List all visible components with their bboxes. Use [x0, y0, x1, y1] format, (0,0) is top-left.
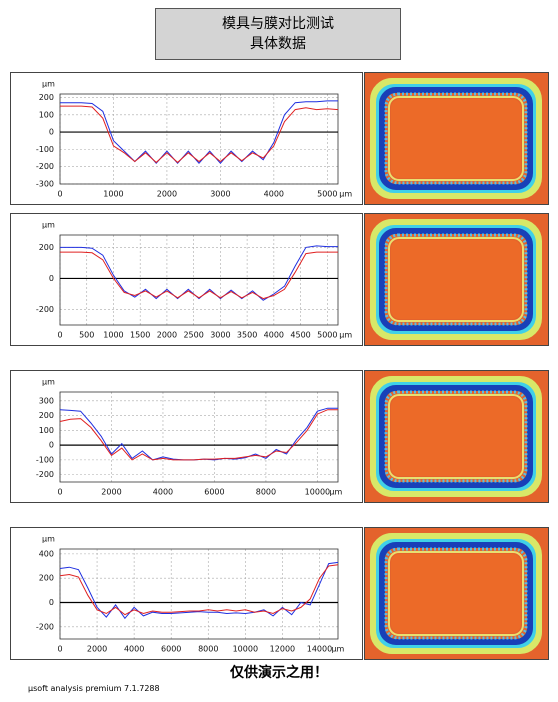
profile-line [60, 251, 338, 300]
x-tick-label: 5000 [317, 331, 337, 340]
x-tick-label: 0 [57, 645, 62, 654]
image-frame [364, 213, 549, 346]
x-tick-label: 2000 [157, 190, 177, 199]
x-unit: µm [339, 190, 352, 199]
chart-frame [10, 370, 363, 503]
x-tick-label: 1500 [130, 331, 150, 340]
plot-frame [59, 234, 339, 326]
y-tick-label: 300 [39, 396, 54, 405]
x-tick-label: 3000 [210, 190, 230, 199]
profile-line [59, 564, 339, 616]
x-tick-label: 0 [57, 488, 62, 497]
x-unit: µm [329, 488, 342, 497]
image-frame [364, 370, 549, 503]
profile-line [60, 245, 338, 301]
x-tick-label: 12000 [270, 645, 295, 654]
chart-frame [10, 213, 363, 346]
chart-frame [10, 72, 363, 205]
y-unit: µm [42, 378, 55, 387]
x-tick-label: 2000 [87, 645, 107, 654]
plot-frame [59, 391, 339, 483]
x-tick-label: 4000 [264, 331, 284, 340]
subtitle: 具体数据 [250, 36, 306, 52]
x-tick-label: 14000 [307, 645, 332, 654]
x-tick-label: 2000 [101, 488, 121, 497]
y-tick-label: 0 [49, 441, 54, 450]
y-tick-label: -200 [36, 162, 54, 171]
y-tick-label: 0 [49, 274, 54, 283]
x-tick-label: 8000 [198, 645, 218, 654]
plot-frame [59, 548, 339, 640]
version: µsoft analysis premium 7.1.7288 [28, 684, 160, 693]
x-tick-label: 500 [79, 331, 94, 340]
y-tick-label: 0 [49, 598, 54, 607]
y-unit: µm [42, 535, 55, 544]
y-tick-label: -100 [36, 455, 54, 464]
x-tick-label: 4000 [264, 190, 284, 199]
watermark: 仅供演示之用！ [230, 665, 328, 681]
profile-line [60, 100, 338, 164]
chart-frame [10, 527, 363, 660]
x-tick-label: 3500 [237, 331, 257, 340]
x-tick-label: 0 [57, 331, 62, 340]
x-tick-label: 6000 [204, 488, 224, 497]
y-tick-label: 200 [39, 411, 54, 420]
x-tick-label: 6000 [161, 645, 181, 654]
x-tick-label: 2500 [183, 331, 203, 340]
y-tick-label: 100 [39, 110, 54, 119]
x-unit: µm [339, 331, 352, 340]
x-tick-label: 0 [57, 190, 62, 199]
height-map [364, 72, 548, 205]
y-tick-label: -200 [36, 622, 54, 631]
y-tick-label: 400 [39, 549, 54, 558]
y-tick-label: -300 [36, 180, 54, 189]
x-tick-label: 4000 [153, 488, 173, 497]
y-unit: µm [42, 221, 55, 230]
y-tick-label: 0 [49, 128, 54, 137]
x-tick-label: 4000 [124, 645, 144, 654]
y-tick-label: 100 [39, 426, 54, 435]
x-tick-label: 2000 [157, 331, 177, 340]
y-tick-label: 200 [39, 93, 54, 102]
title: 模具与膜对比测试 [222, 16, 334, 32]
title-box: 模具与膜对比测试 具体数据 [155, 8, 401, 60]
profile-line [59, 561, 339, 620]
y-tick-label: -100 [36, 145, 54, 154]
image-frame [364, 72, 549, 205]
y-tick-label: 200 [39, 243, 54, 252]
x-tick-label: 1000 [103, 331, 123, 340]
profile-line [59, 409, 338, 461]
y-unit: µm [42, 80, 55, 89]
plot-frame [59, 93, 339, 185]
x-tick-label: 1000 [103, 190, 123, 199]
image-frame [364, 527, 549, 660]
height-map [364, 370, 548, 503]
height-map [364, 527, 548, 660]
x-tick-label: 3000 [210, 331, 230, 340]
x-tick-label: 10000 [305, 488, 330, 497]
x-unit: µm [331, 645, 344, 654]
x-tick-label: 10000 [233, 645, 258, 654]
x-tick-label: 8000 [256, 488, 276, 497]
y-tick-label: -200 [36, 305, 54, 314]
profile-line [60, 105, 339, 164]
x-tick-label: 4500 [290, 331, 310, 340]
y-tick-label: -200 [36, 470, 54, 479]
height-map [364, 213, 548, 346]
y-tick-label: 200 [39, 574, 54, 583]
x-tick-label: 5000 [317, 190, 337, 199]
